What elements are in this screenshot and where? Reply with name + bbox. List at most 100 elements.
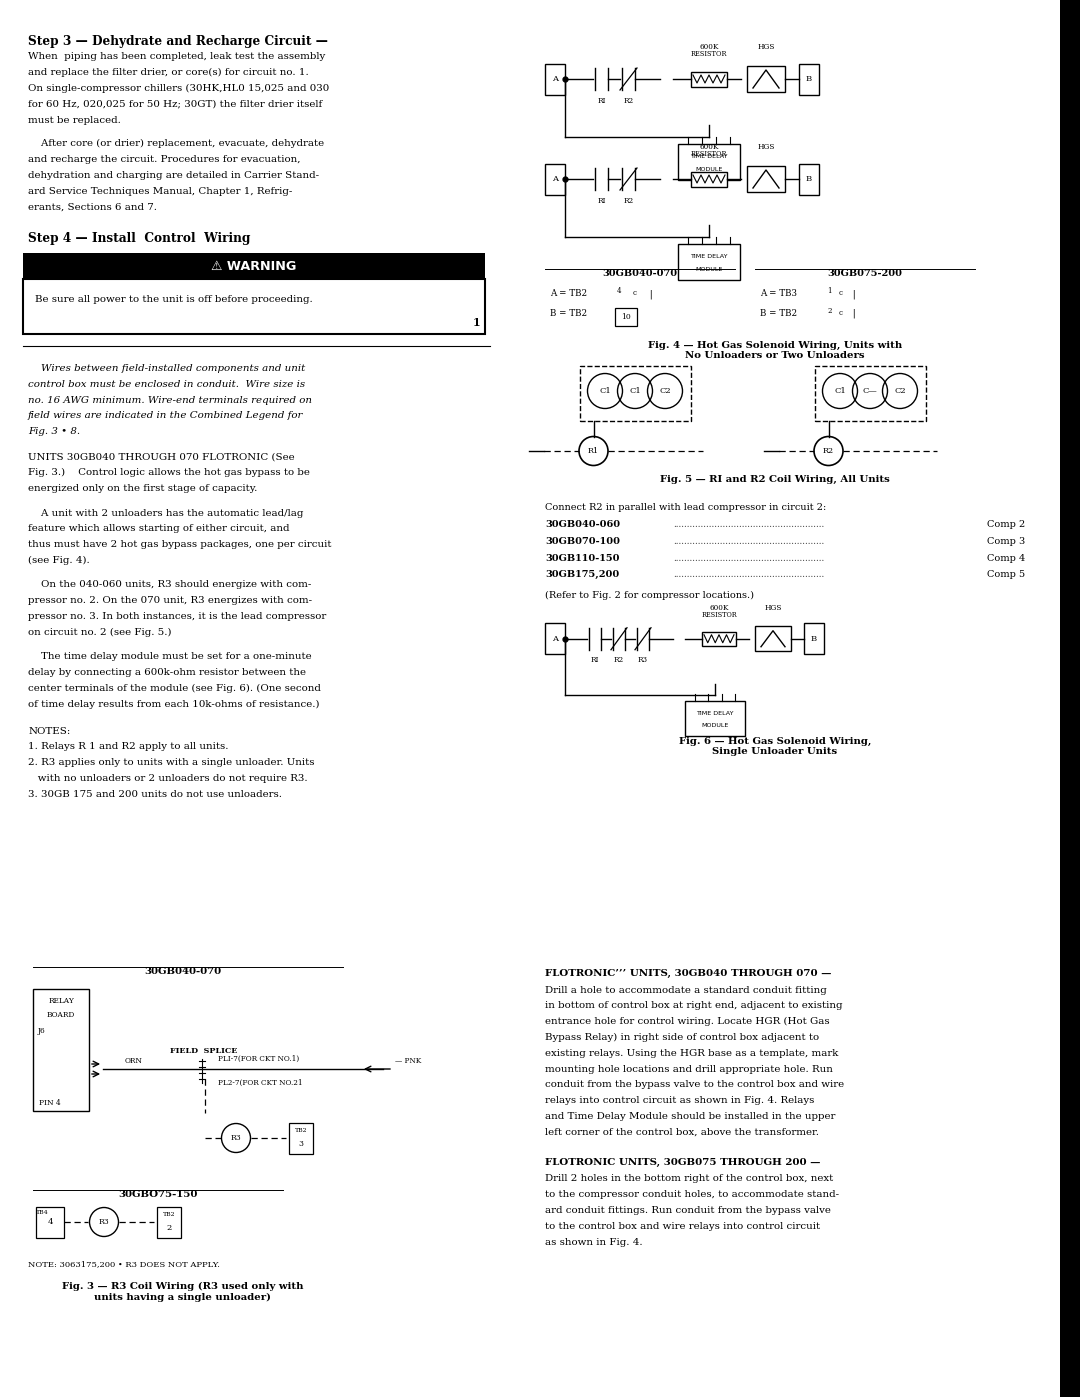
Text: Fig. 3 — R3 Coil Wiring (R3 used only with
units having a single unloader): Fig. 3 — R3 Coil Wiring (R3 used only wi… — [63, 1282, 303, 1302]
Text: PIN 4: PIN 4 — [39, 1099, 60, 1106]
Text: center terminals of the module (see Fig. 6). (One second: center terminals of the module (see Fig.… — [28, 685, 321, 693]
Text: RESISTOR: RESISTOR — [691, 149, 727, 158]
Text: Step 3 — Dehydrate and Recharge Circuit —: Step 3 — Dehydrate and Recharge Circuit … — [28, 35, 328, 47]
Text: NOTE: 3063175,200 • R3 DOES NOT APPLY.: NOTE: 3063175,200 • R3 DOES NOT APPLY. — [28, 1260, 220, 1268]
Text: Drill 2 holes in the bottom right of the control box, next: Drill 2 holes in the bottom right of the… — [545, 1175, 834, 1183]
Text: left corner of the control box, above the transformer.: left corner of the control box, above th… — [545, 1127, 819, 1137]
Bar — [747, 166, 785, 191]
Text: R1: R1 — [588, 447, 599, 455]
Bar — [747, 66, 785, 92]
Text: A: A — [552, 75, 558, 82]
Text: for 60 Hz, 020,025 for 50 Hz; 30GT) the filter drier itself: for 60 Hz, 020,025 for 50 Hz; 30GT) the … — [28, 99, 322, 109]
Text: (Refer to Fig. 2 for compressor locations.): (Refer to Fig. 2 for compressor location… — [545, 591, 754, 599]
Text: Be sure all power to the unit is off before proceeding.: Be sure all power to the unit is off bef… — [35, 295, 313, 305]
Text: UNITS 30GB040 THROUGH 070 FLOTRONIC (See: UNITS 30GB040 THROUGH 070 FLOTRONIC (See — [28, 453, 295, 461]
Text: energized only on the first stage of capacity.: energized only on the first stage of cap… — [28, 485, 257, 493]
Text: TIME DELAY: TIME DELAY — [690, 253, 728, 258]
Bar — [157, 1207, 181, 1238]
Bar — [33, 989, 89, 1111]
Text: FLOTRONIC’’’ UNITS, 30GB040 THROUGH 070 —: FLOTRONIC’’’ UNITS, 30GB040 THROUGH 070 … — [545, 970, 832, 978]
Text: control box must be enclosed in conduit.  Wire size is: control box must be enclosed in conduit.… — [28, 380, 306, 388]
Text: 30GB175,200: 30GB175,200 — [545, 570, 619, 580]
Text: 30GB075-200: 30GB075-200 — [827, 270, 903, 278]
Bar — [799, 63, 819, 95]
Bar — [289, 1123, 313, 1154]
Text: pressor no. 3. In both instances, it is the lead compressor: pressor no. 3. In both instances, it is … — [28, 612, 326, 622]
Text: with no unloaders or 2 unloaders do not require R3.: with no unloaders or 2 unloaders do not … — [28, 774, 308, 784]
Text: RI: RI — [597, 96, 606, 105]
Text: HGS: HGS — [757, 142, 774, 151]
Text: R3: R3 — [98, 1218, 109, 1227]
Text: HGS: HGS — [757, 43, 774, 52]
Text: C—: C— — [863, 387, 877, 395]
Text: ⚠ WARNING: ⚠ WARNING — [212, 260, 297, 272]
Text: 30GB040-070: 30GB040-070 — [603, 270, 677, 278]
Text: .......................................................: ........................................… — [673, 520, 824, 529]
Text: FIELD  SPLICE: FIELD SPLICE — [170, 1046, 238, 1055]
Text: R2: R2 — [823, 447, 834, 455]
Bar — [545, 63, 565, 95]
Text: TB4: TB4 — [36, 1210, 49, 1215]
Text: A: A — [552, 175, 558, 183]
Text: TIME DELAY: TIME DELAY — [697, 711, 733, 717]
Text: MODULE: MODULE — [701, 724, 729, 728]
Text: pressor no. 2. On the 070 unit, R3 energizes with com-: pressor no. 2. On the 070 unit, R3 energ… — [28, 597, 312, 605]
Text: Fig. 5 — RI and R2 Coil Wiring, All Units: Fig. 5 — RI and R2 Coil Wiring, All Unit… — [660, 475, 890, 483]
Text: 30GB040-060: 30GB040-060 — [545, 520, 620, 529]
Text: 30GB110-150: 30GB110-150 — [545, 553, 620, 563]
Text: mounting hole locations and drill appropriate hole. Run: mounting hole locations and drill approp… — [545, 1065, 833, 1073]
Text: 4: 4 — [617, 286, 621, 295]
Text: C1: C1 — [630, 387, 640, 395]
Bar — [545, 623, 565, 654]
Text: RI: RI — [597, 197, 606, 205]
Text: Step 4 — Install  Control  Wiring: Step 4 — Install Control Wiring — [28, 232, 251, 246]
Text: must be replaced.: must be replaced. — [28, 116, 121, 124]
Text: R2: R2 — [623, 197, 634, 205]
Text: ard Service Techniques Manual, Chapter 1, Refrig-: ard Service Techniques Manual, Chapter 1… — [28, 187, 293, 196]
Text: PL2-7(FOR CKT NO.21: PL2-7(FOR CKT NO.21 — [218, 1078, 302, 1087]
Bar — [23, 253, 485, 279]
Text: — PNK: — PNK — [395, 1058, 421, 1065]
Text: Bypass Relay) in right side of control box adjacent to: Bypass Relay) in right side of control b… — [545, 1032, 819, 1042]
Text: On the 040-060 units, R3 should energize with com-: On the 040-060 units, R3 should energize… — [28, 581, 311, 590]
Text: and recharge the circuit. Procedures for evacuation,: and recharge the circuit. Procedures for… — [28, 155, 300, 163]
Text: .......................................................: ........................................… — [673, 553, 824, 563]
Text: 2. R3 applies only to units with a single unloader. Units: 2. R3 applies only to units with a singl… — [28, 759, 314, 767]
Bar — [685, 701, 745, 736]
Bar — [36, 1207, 64, 1238]
Text: J6: J6 — [38, 1027, 45, 1035]
Text: NOTES:: NOTES: — [28, 726, 70, 736]
Text: The time delay module must be set for a one-minute: The time delay module must be set for a … — [28, 652, 312, 661]
Text: Fig. 3.)    Control logic allows the hot gas bypass to be: Fig. 3.) Control logic allows the hot ga… — [28, 468, 310, 478]
Text: FLOTRONIC UNITS, 30GB075 THROUGH 200 —: FLOTRONIC UNITS, 30GB075 THROUGH 200 — — [545, 1158, 821, 1166]
Text: .......................................................: ........................................… — [673, 570, 824, 580]
Text: c: c — [633, 289, 637, 298]
Text: relays into control circuit as shown in Fig. 4. Relays: relays into control circuit as shown in … — [545, 1097, 814, 1105]
Text: 10: 10 — [621, 313, 631, 321]
Text: as shown in Fig. 4.: as shown in Fig. 4. — [545, 1238, 643, 1246]
Text: 600K: 600K — [700, 43, 718, 52]
Text: dehydration and charging are detailed in Carrier Stand-: dehydration and charging are detailed in… — [28, 170, 319, 180]
Text: R2: R2 — [613, 655, 624, 664]
Text: B: B — [811, 634, 818, 643]
Bar — [814, 366, 926, 420]
Bar — [580, 366, 690, 420]
Text: R2: R2 — [623, 96, 634, 105]
Text: B = TB2: B = TB2 — [760, 309, 797, 319]
Text: 600K: 600K — [710, 604, 729, 612]
Text: When  piping has been completed, leak test the assembly: When piping has been completed, leak tes… — [28, 52, 325, 61]
Text: Fig. 6 — Hot Gas Solenoid Wiring,
Single Unloader Units: Fig. 6 — Hot Gas Solenoid Wiring, Single… — [679, 736, 872, 756]
Text: After core (or drier) replacement, evacuate, dehydrate: After core (or drier) replacement, evacu… — [28, 140, 324, 148]
Text: |: | — [850, 309, 855, 319]
Text: TB2: TB2 — [163, 1213, 175, 1217]
Text: 2: 2 — [166, 1224, 172, 1232]
Text: 600K: 600K — [700, 142, 718, 151]
Text: Comp 3: Comp 3 — [987, 536, 1025, 546]
Bar — [691, 71, 727, 87]
Text: 3. 30GB 175 and 200 units do not use unloaders.: 3. 30GB 175 and 200 units do not use unl… — [28, 789, 282, 799]
Bar — [615, 307, 637, 326]
Text: 1. Relays R 1 and R2 apply to all units.: 1. Relays R 1 and R2 apply to all units. — [28, 742, 229, 752]
Text: BOARD: BOARD — [46, 1011, 76, 1018]
Bar — [691, 172, 727, 187]
Text: |: | — [850, 289, 855, 299]
